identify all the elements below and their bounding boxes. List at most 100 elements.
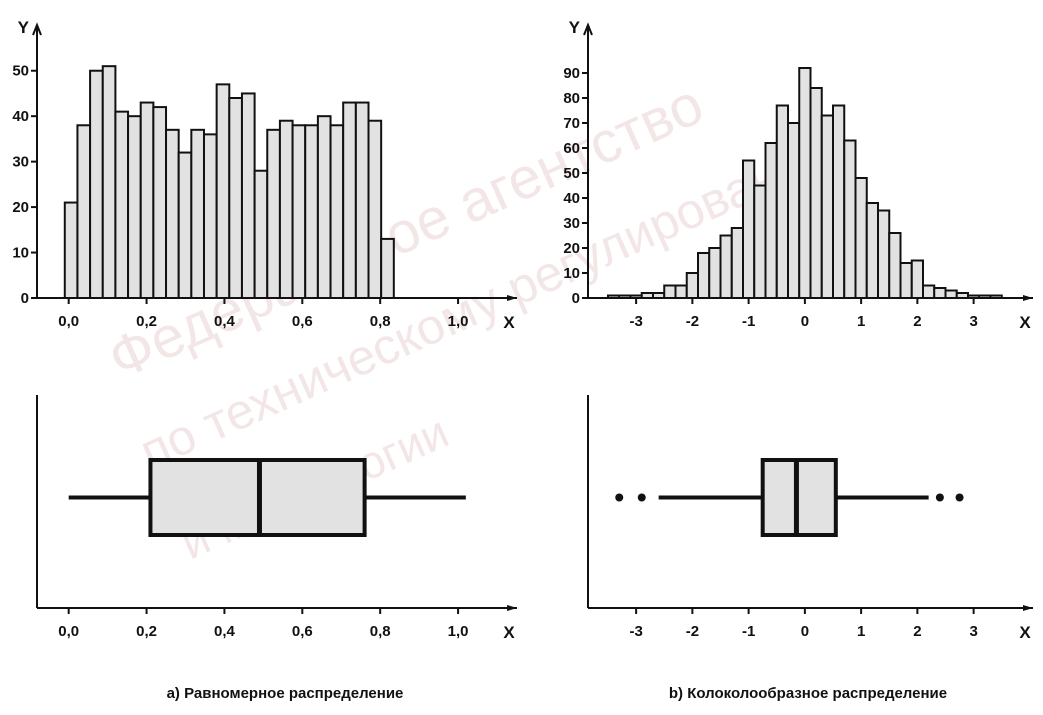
histogram-bar (266, 128, 281, 299)
x-tick-label: 0,8 (370, 313, 391, 330)
histogram-bar (899, 262, 913, 299)
histogram-bar (697, 252, 711, 299)
x-axis-label: X (503, 623, 515, 642)
histogram-bar (139, 101, 155, 299)
x-tick-label: 0,6 (292, 623, 313, 640)
outlier-point (637, 493, 646, 502)
x-tick-label: -2 (686, 313, 699, 330)
histogram-bar (367, 119, 383, 299)
y-tick-label: 30 (12, 154, 29, 171)
y-tick-label: 50 (563, 165, 580, 182)
y-axis-label: Y (18, 18, 30, 37)
outlier-point (935, 493, 944, 502)
histogram-bar (354, 101, 370, 299)
y-tick-label: 10 (563, 265, 580, 282)
x-axis-arrow (1023, 605, 1033, 611)
histogram-bar (820, 114, 834, 299)
x-axis-arrow (1023, 295, 1033, 301)
histogram-bar (674, 284, 688, 299)
histogram-bar (202, 133, 218, 299)
y-axis-label: Y (569, 18, 581, 37)
histogram-bar (730, 227, 744, 299)
y-tick-label: 60 (563, 140, 580, 157)
caption-uniform: a) Равномерное распределение (167, 685, 404, 702)
x-tick-label: 1 (857, 623, 865, 640)
y-axis-arrow (32, 22, 42, 36)
x-tick-label: 1,0 (448, 313, 469, 330)
boxplot-bell: -3 -2 -1 0 1 2 3 X (587, 395, 1033, 642)
x-tick-label: 0,0 (58, 313, 79, 330)
x-tick-label: 3 (969, 623, 977, 640)
histogram-bar (291, 124, 307, 300)
y-tick-label: 80 (563, 90, 580, 107)
histogram-bar (742, 159, 756, 299)
histogram-bar (152, 106, 168, 299)
histogram-bar (809, 87, 823, 299)
histogram-bar (775, 104, 789, 299)
histogram-bar (708, 247, 722, 299)
histogram-bar (190, 128, 205, 299)
x-tick-label: -1 (742, 313, 755, 330)
x-tick-label: 0,4 (214, 623, 236, 640)
histogram-bar (922, 284, 936, 299)
y-tick-label: 40 (563, 190, 580, 207)
y-tick-label: 20 (12, 199, 29, 216)
histogram-bar (764, 142, 778, 299)
y-axis-arrow (583, 22, 593, 36)
histogram-bar (101, 65, 117, 299)
histogram-bar (63, 201, 79, 299)
y-tick-label: 20 (563, 240, 580, 257)
histogram-bar (865, 202, 879, 299)
histogram-bar (114, 110, 130, 299)
x-axis-label: X (1019, 623, 1031, 642)
histogram-bar (316, 115, 332, 299)
x-tick-label: 0,8 (370, 623, 391, 640)
histogram-bar (380, 237, 395, 299)
histogram-bar (910, 259, 924, 299)
x-tick-label: 3 (969, 313, 977, 330)
y-tick-label: 70 (563, 115, 580, 132)
histogram-bar (127, 115, 142, 299)
y-tick-label: 50 (12, 63, 29, 80)
x-axis-arrow (507, 295, 517, 301)
y-tick-label: 0 (572, 290, 580, 307)
x-tick-label: 0 (801, 623, 809, 640)
interquartile-box (760, 458, 838, 537)
histogram-bar (933, 287, 947, 299)
caption-bell: b) Колоколообразное распределение (669, 685, 947, 702)
x-tick-label: 2 (913, 623, 921, 640)
histogram-bar (304, 124, 319, 300)
histogram-bar (877, 209, 891, 299)
histogram-bar (278, 119, 294, 299)
x-tick-label: -3 (629, 313, 642, 330)
histogram-bar (685, 272, 699, 299)
histogram-bar (165, 128, 180, 299)
x-tick-label: 2 (913, 313, 921, 330)
histogram-bar (944, 289, 958, 299)
outlier-point (955, 493, 964, 502)
x-tick-label: 0,2 (136, 623, 157, 640)
boxplot-uniform: 0,0 0,2 0,4 0,6 0,8 1,0 X (36, 395, 517, 642)
outlier-point (615, 493, 624, 502)
histogram-bar (76, 124, 92, 300)
x-tick-label: -1 (742, 623, 755, 640)
histogram-bar (240, 92, 256, 299)
y-tick-label: 10 (12, 245, 29, 262)
x-tick-label: 0,6 (292, 313, 313, 330)
histogram-bar (329, 124, 345, 300)
x-axis-label: X (503, 313, 515, 332)
histogram-bar (787, 122, 801, 299)
y-tick-label: 90 (563, 65, 580, 82)
x-tick-label: 0 (801, 313, 809, 330)
x-tick-label: -2 (686, 623, 699, 640)
y-tick-label: 40 (12, 108, 29, 125)
histogram-bar (89, 69, 104, 299)
x-tick-label: -3 (629, 623, 642, 640)
histogram-bar (798, 67, 812, 299)
y-tick-label: 0 (21, 290, 29, 307)
histogram-bar (177, 151, 193, 299)
x-tick-label: 0,0 (58, 623, 79, 640)
histogram-bar (253, 169, 269, 300)
histogram-bar (719, 234, 733, 299)
